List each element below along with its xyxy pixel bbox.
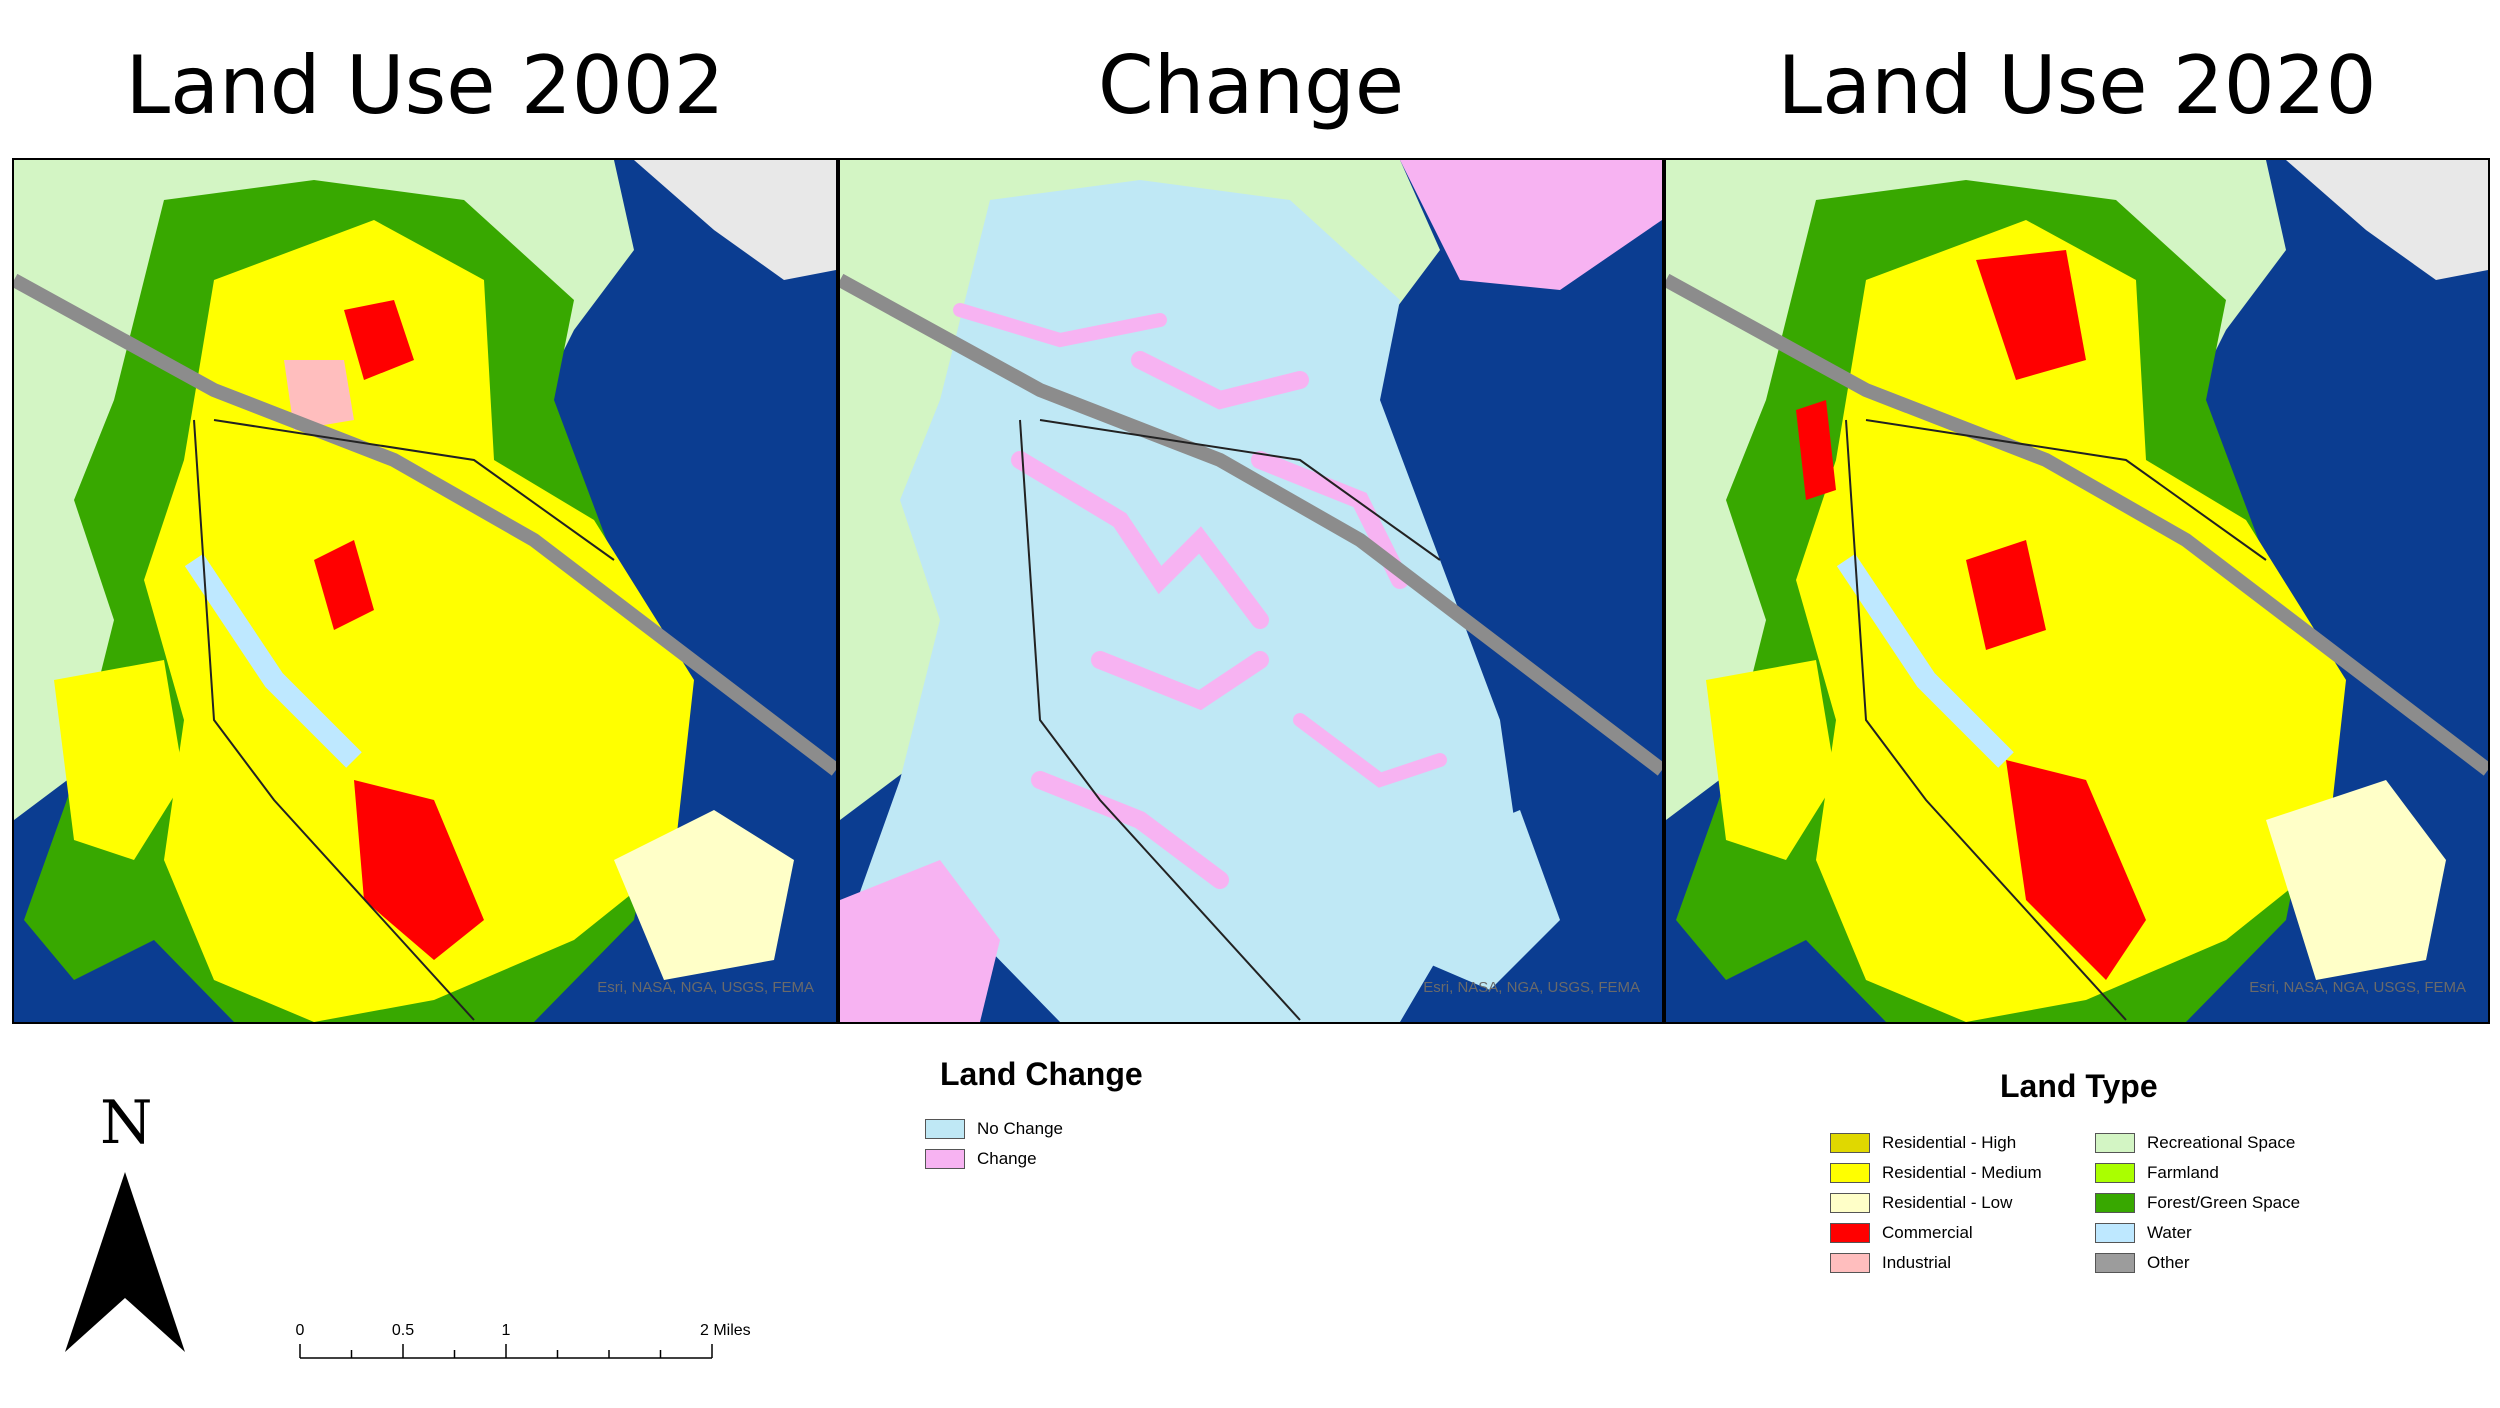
legend-item-water: Water	[2095, 1222, 2192, 1244]
legend-label: Industrial	[1882, 1253, 1951, 1272]
scale-bar	[299, 1344, 713, 1359]
legend-item-change: Change	[925, 1148, 1037, 1170]
legend-item-residential-medium: Residential - Medium	[1830, 1162, 2042, 1184]
legend-label: Farmland	[2147, 1163, 2219, 1182]
legend-swatch	[1830, 1133, 1870, 1153]
legend-label: Commercial	[1882, 1223, 1973, 1242]
map-panel-2002[interactable]: Esri, NASA, NGA, USGS, FEMA	[12, 158, 838, 1024]
legend-swatch	[925, 1149, 965, 1169]
map-2020-svg	[1666, 160, 2488, 1022]
legend-item-recreational-space: Recreational Space	[2095, 1132, 2295, 1154]
scale-bar-label: 0.5	[391, 1322, 415, 1339]
north-arrow-icon	[65, 1172, 185, 1352]
legend-item-forest-green-space: Forest/Green Space	[2095, 1192, 2300, 1214]
legend-label: Forest/Green Space	[2147, 1193, 2301, 1212]
land-change-legend-title: Land Change	[940, 1056, 1143, 1092]
legend-swatch	[2095, 1133, 2135, 1153]
legend-swatch	[1830, 1163, 1870, 1183]
legend-label: Residential - Low	[1882, 1193, 2013, 1212]
map-panel-change[interactable]: Esri, NASA, NGA, USGS, FEMA	[838, 158, 1664, 1024]
legend-label: Water	[2147, 1223, 2192, 1242]
legend-item-residential-low: Residential - Low	[1830, 1192, 2012, 1214]
legend-label: Recreational Space	[2147, 1133, 2296, 1152]
legend-item-no-change: No Change	[925, 1118, 1063, 1140]
title-land-use-2020: Land Use 2020	[1777, 39, 2377, 132]
legend-swatch	[2095, 1163, 2135, 1183]
legend-swatch	[2095, 1193, 2135, 1213]
north-letter: N	[100, 1088, 153, 1158]
land-type-legend-title: Land Type	[2000, 1068, 2158, 1104]
scale-bar-label: 0	[295, 1322, 305, 1339]
legend-item-residential-high: Residential - High	[1830, 1132, 2016, 1154]
legend-item-farmland: Farmland	[2095, 1162, 2219, 1184]
map-attribution: Esri, NASA, NGA, USGS, FEMA	[1423, 979, 1640, 996]
legend-label: Residential - High	[1882, 1133, 2017, 1152]
legend-swatch	[1830, 1193, 1870, 1213]
legend-label: Residential - Medium	[1882, 1163, 2042, 1182]
legend-swatch	[2095, 1223, 2135, 1243]
legend-item-other: Other	[2095, 1252, 2190, 1274]
map-attribution: Esri, NASA, NGA, USGS, FEMA	[597, 979, 814, 996]
legend-item-commercial: Commercial	[1830, 1222, 1973, 1244]
scale-bar-label: 1	[501, 1322, 511, 1339]
legend-swatch	[2095, 1253, 2135, 1273]
title-change: Change	[1097, 39, 1405, 132]
legend-label: No Change	[977, 1119, 1064, 1138]
legend-swatch	[1830, 1223, 1870, 1243]
legend-swatch	[925, 1119, 965, 1139]
map-2002-svg	[14, 160, 836, 1022]
legend-label: Change	[977, 1149, 1037, 1168]
map-change-svg	[840, 160, 1662, 1022]
map-panel-2020[interactable]: Esri, NASA, NGA, USGS, FEMA	[1664, 158, 2490, 1024]
scale-bar-label: 2 Miles	[700, 1322, 751, 1339]
title-land-use-2002: Land Use 2002	[125, 39, 725, 132]
legend-item-industrial: Industrial	[1830, 1252, 1951, 1274]
legend-swatch	[1830, 1253, 1870, 1273]
legend-label: Other	[2147, 1253, 2190, 1272]
map-attribution: Esri, NASA, NGA, USGS, FEMA	[2249, 979, 2466, 996]
